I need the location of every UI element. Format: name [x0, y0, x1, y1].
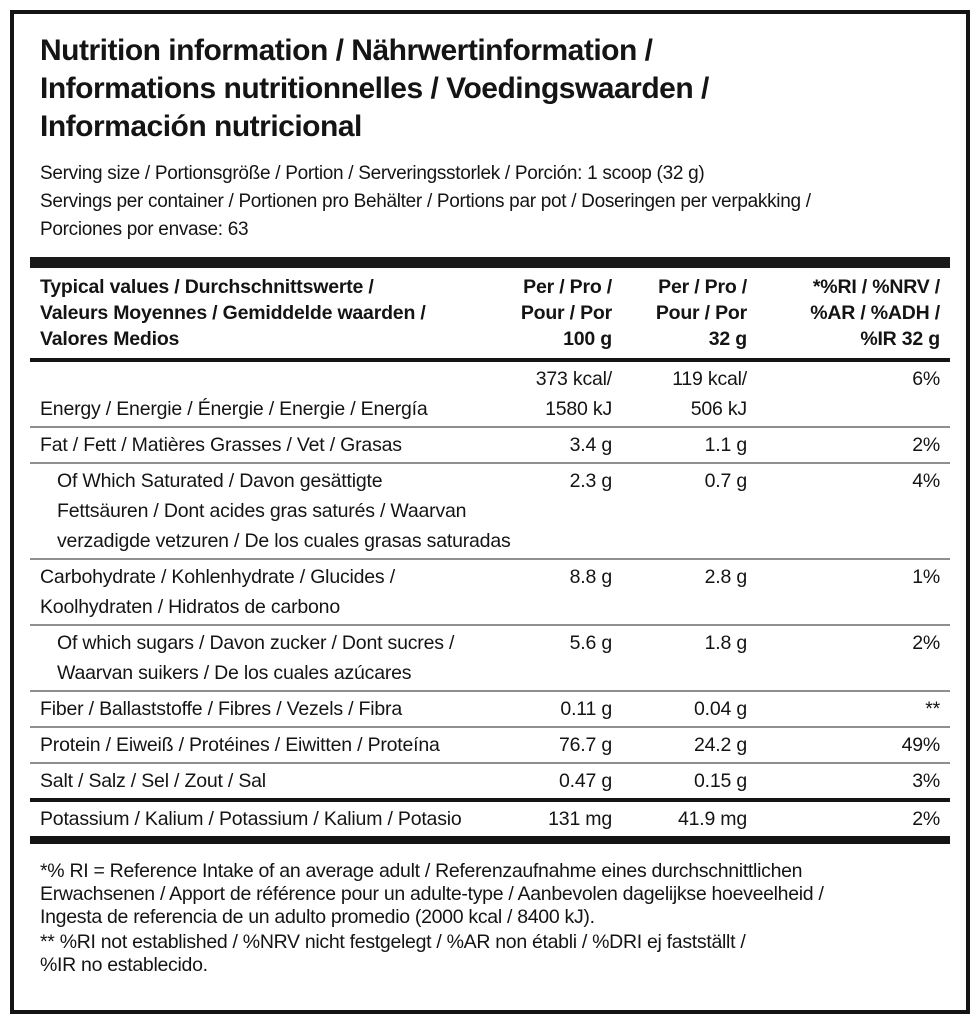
table-row-saturated-fat: Of Which Saturated / Davon gesättigte Fet…	[30, 463, 950, 559]
per-32g-value: 1.1 g	[704, 434, 748, 456]
table-row-potassium: Potassium / Kalium / Potassium / Kalium …	[30, 800, 950, 840]
reference-intake-value: 2%	[912, 808, 940, 830]
footnote-reference-intake: *% RI = Reference Intake of an average a…	[40, 860, 824, 928]
serving-info: Serving size / Portionsgröße / Portion /…	[40, 160, 940, 244]
reference-intake-value: 1%	[912, 566, 940, 588]
per-32g-value: 41.9 mg	[677, 808, 747, 830]
reference-intake-value: 2%	[912, 434, 940, 456]
per-32g-value: 2.8 g	[704, 566, 748, 588]
reference-intake-value: 49%	[901, 734, 941, 756]
footnotes: *% RI = Reference Intake of an average a…	[40, 860, 940, 977]
table-row-carbohydrate: Carbohydrate / Kohlenhydrate / Glucides …	[30, 559, 950, 625]
per-100g-value: 76.7 g	[558, 734, 612, 756]
servings-per-container: Servings per container / Portionen pro B…	[40, 191, 811, 240]
reference-intake-value: **	[925, 698, 940, 720]
per-32g-value: 119 kcal/506 kJ	[672, 368, 747, 420]
header-reference-intake: *%RI / %NRV / %AR / %ADH / %IR 32 g	[810, 276, 940, 350]
header-per-100g: Per / Pro / Pour / Por 100 g	[520, 276, 612, 350]
table-row-sugars: Of which sugars / Davon zucker / Dont su…	[30, 625, 950, 691]
per-32g-value: 0.04 g	[693, 698, 747, 720]
nutrition-label: Nutrition information / Nährwertinformat…	[10, 10, 970, 1014]
reference-intake-value: 6%	[912, 368, 940, 390]
label-title: Nutrition information / Nährwertinformat…	[40, 34, 709, 143]
header-typical-values: Typical values / Durchschnittswerte / Val…	[40, 276, 426, 350]
header-per-32g: Per / Pro / Pour / Por 32 g	[655, 276, 747, 350]
nutrient-label: Of which sugars / Davon zucker / Dont su…	[57, 632, 455, 684]
table-row-energy: Energy / Energie / Énergie / Energie / E…	[30, 360, 950, 427]
per-100g-value: 0.11 g	[560, 698, 612, 720]
reference-intake-value: 4%	[912, 470, 940, 492]
nutrient-label: Salt / Salz / Sel / Zout / Sal	[40, 770, 266, 792]
per-100g-value: 373 kcal/1580 kJ	[535, 368, 612, 420]
table-row-fat: Fat / Fett / Matières Grasses / Vet / Gr…	[30, 427, 950, 463]
table-row-salt: Salt / Salz / Sel / Zout / Sal 0.47 g 0.15…	[30, 763, 950, 800]
serving-size: Serving size / Portionsgröße / Portion /…	[40, 163, 705, 184]
nutrient-label: Fiber / Ballaststoffe / Fibres / Vezels …	[40, 698, 402, 720]
nutrition-table-body: Energy / Energie / Énergie / Energie / E…	[30, 360, 950, 840]
nutrient-label: Potassium / Kalium / Potassium / Kalium …	[40, 808, 462, 830]
nutrient-label: Protein / Eiweiß / Protéines / Eiwitten …	[40, 734, 440, 756]
per-32g-value: 1.8 g	[704, 632, 748, 654]
table-header-row: Typical values / Durchschnittswerte / Val…	[30, 268, 950, 360]
per-100g-value: 8.8 g	[569, 566, 613, 588]
table-row-protein: Protein / Eiweiß / Protéines / Eiwitten …	[30, 727, 950, 763]
nutrient-label: Energy / Energie / Énergie / Energie / E…	[40, 398, 428, 420]
per-100g-value: 5.6 g	[569, 632, 613, 654]
per-32g-value: 0.15 g	[693, 770, 747, 792]
reference-intake-value: 3%	[912, 770, 940, 792]
table-row-fiber: Fiber / Ballaststoffe / Fibres / Vezels …	[30, 691, 950, 727]
per-100g-value: 0.47 g	[558, 770, 612, 792]
per-100g-value: 2.3 g	[569, 470, 613, 492]
nutrient-label: Carbohydrate / Kohlenhydrate / Glucides …	[40, 566, 395, 618]
per-32g-value: 24.2 g	[693, 734, 747, 756]
reference-intake-value: 2%	[912, 632, 940, 654]
footnote-not-established: ** %RI not established / %NRV nicht fest…	[40, 931, 746, 976]
per-100g-value: 3.4 g	[569, 434, 613, 456]
nutrient-label: Of Which Saturated / Davon gesättigte Fet…	[57, 470, 511, 552]
divider-bar	[30, 257, 950, 268]
per-100g-value: 131 mg	[548, 808, 612, 830]
per-32g-value: 0.7 g	[704, 470, 748, 492]
nutrition-table: Typical values / Durchschnittswerte / Val…	[30, 268, 950, 844]
nutrient-label: Fat / Fett / Matières Grasses / Vet / Gr…	[40, 434, 402, 456]
